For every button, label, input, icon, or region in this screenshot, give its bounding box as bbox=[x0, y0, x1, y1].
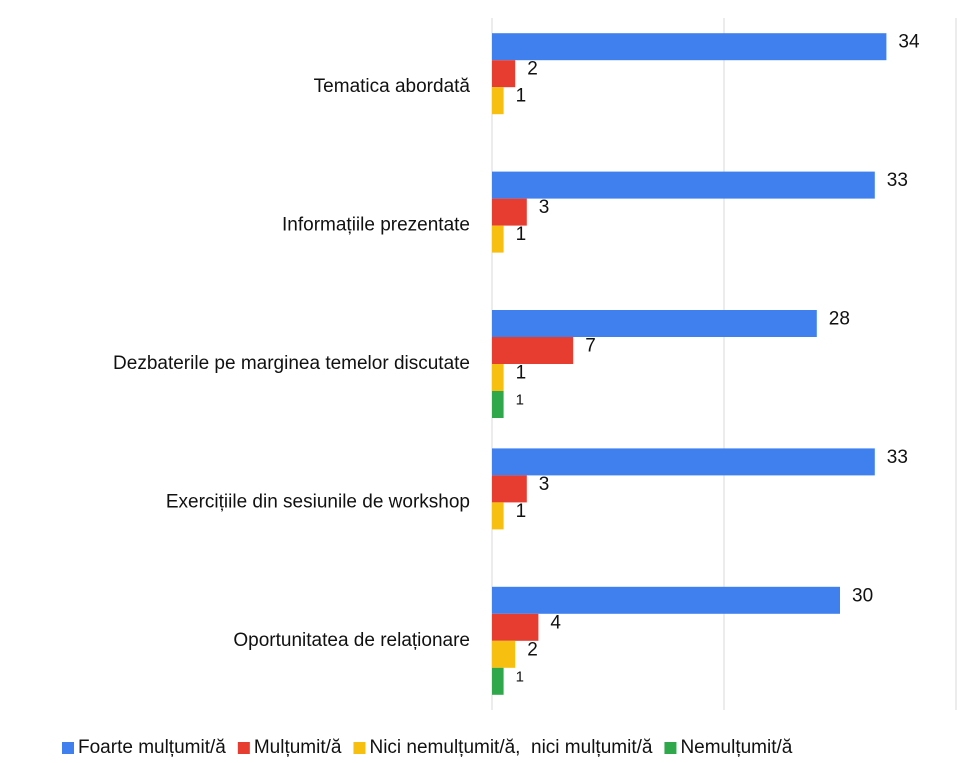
value-label: 1 bbox=[516, 501, 527, 522]
bar bbox=[492, 225, 504, 253]
value-label: 34 bbox=[898, 32, 920, 53]
bar bbox=[492, 33, 887, 61]
bar bbox=[492, 475, 527, 503]
value-label: 28 bbox=[829, 309, 850, 330]
y-tick-label: Tematica abordată bbox=[314, 76, 471, 97]
bar bbox=[492, 60, 516, 88]
bar bbox=[492, 640, 516, 668]
legend-label: Foarte mulțumit/ă bbox=[78, 737, 226, 758]
bar bbox=[492, 198, 527, 226]
bar bbox=[492, 391, 504, 418]
value-label: 2 bbox=[527, 59, 538, 80]
value-label: 2 bbox=[527, 639, 538, 660]
bar bbox=[492, 337, 574, 364]
y-tick-label: Exercițiile din sesiunile de workshop bbox=[166, 491, 470, 512]
value-label: 33 bbox=[887, 170, 908, 191]
y-tick-label: Informațiile prezentate bbox=[282, 215, 470, 236]
value-label: 3 bbox=[539, 197, 550, 218]
bar bbox=[492, 667, 504, 695]
value-label: 3 bbox=[539, 474, 550, 495]
bar bbox=[492, 310, 817, 337]
legend-swatch bbox=[353, 742, 366, 754]
value-label: 1 bbox=[516, 363, 527, 384]
legend-swatch bbox=[62, 742, 74, 754]
value-label: 30 bbox=[852, 585, 873, 606]
legend-swatch bbox=[237, 742, 250, 754]
value-label: 7 bbox=[585, 336, 596, 357]
legend-swatch bbox=[664, 742, 677, 754]
bar bbox=[492, 448, 875, 476]
bar bbox=[492, 613, 539, 641]
legend-label: Nemulțumit/ă bbox=[680, 737, 792, 758]
value-label: 1 bbox=[516, 668, 524, 685]
value-label: 1 bbox=[516, 224, 527, 245]
y-tick-label: Dezbaterile pe marginea temelor discutat… bbox=[113, 353, 470, 374]
legend-label: Nici nemulțumit/ă, nici mulțumit/ă bbox=[369, 737, 652, 758]
value-label: 1 bbox=[516, 391, 524, 408]
bar bbox=[492, 87, 504, 115]
bar bbox=[492, 502, 504, 530]
value-label: 4 bbox=[550, 612, 561, 633]
bar bbox=[492, 586, 840, 614]
legend-label: Mulțumit/ă bbox=[254, 737, 342, 758]
value-label: 1 bbox=[516, 86, 527, 107]
y-tick-label: Oportunitatea de relaționare bbox=[233, 630, 470, 651]
bar bbox=[492, 364, 504, 391]
bar bbox=[492, 171, 875, 199]
value-label: 33 bbox=[887, 447, 908, 468]
